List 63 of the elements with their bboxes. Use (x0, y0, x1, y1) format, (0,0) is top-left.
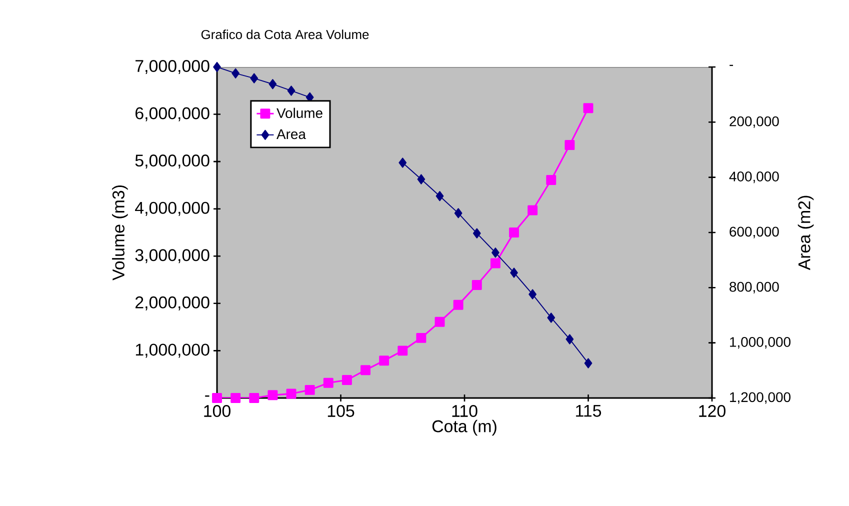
point (268, 390, 278, 400)
point (416, 332, 426, 343)
point (213, 62, 221, 72)
point (304, 384, 315, 395)
point (249, 393, 260, 403)
point (492, 248, 500, 258)
point (528, 205, 538, 216)
point (528, 289, 537, 300)
point (564, 140, 575, 150)
x-tick-label: 100 (204, 404, 230, 417)
y2-tick-label: 1,000,000 (730, 337, 790, 349)
point (472, 228, 481, 238)
y2-tick-label: - (730, 64, 734, 66)
point (583, 103, 594, 114)
point (509, 228, 519, 238)
point (398, 158, 407, 168)
y-tick-label: 4,000,000 (135, 202, 210, 216)
y2-tick-label: 400,000 (729, 172, 779, 184)
y-tick-label: 1,000,000 (136, 344, 210, 358)
y-tick-label: 2,000,000 (136, 296, 210, 310)
point (230, 393, 241, 403)
point (490, 258, 500, 268)
chart-title: Grafico da Cota Area Volume (201, 30, 369, 40)
point (584, 358, 592, 368)
point (417, 174, 426, 184)
y-tick-label: 6,000,000 (136, 107, 210, 122)
x-tick-label: 120 (699, 404, 726, 417)
point (323, 378, 334, 388)
y-tick-label: 3,000,000 (135, 249, 210, 264)
y-axis-title: Volume (m3) (112, 186, 128, 280)
y2-tick-label: 600,000 (730, 226, 779, 238)
y-tick-label: - (205, 395, 210, 397)
point (379, 356, 390, 366)
x-tick-label: 105 (328, 404, 354, 417)
y-tick-label: 7,000,000 (136, 60, 210, 74)
y-tick-label: 5,000,000 (135, 154, 210, 169)
point (287, 86, 296, 96)
point (232, 68, 240, 78)
legend-label: Volume (276, 108, 322, 118)
point (360, 365, 370, 376)
point (454, 208, 462, 218)
point (342, 375, 352, 385)
y2-tick-label: 800,000 (730, 282, 779, 294)
point (436, 190, 444, 202)
point (566, 334, 574, 344)
point (547, 312, 556, 323)
x-axis-title: Cota (m) (432, 420, 496, 436)
x-tick-label: 110 (452, 404, 478, 417)
point (398, 346, 408, 356)
point (510, 268, 518, 278)
legend-label: Area (276, 129, 306, 140)
point (268, 79, 277, 90)
x-tick-label: 115 (576, 404, 602, 417)
point (434, 316, 445, 327)
point (250, 73, 258, 84)
point (286, 388, 296, 399)
point (212, 393, 222, 403)
point (453, 300, 464, 310)
y2-tick-label: 200,000 (730, 116, 779, 128)
point (546, 175, 556, 185)
y2-axis-title: Area (m2) (798, 196, 814, 270)
point (472, 280, 482, 290)
y2-tick-label: 1,200,000 (730, 392, 790, 404)
